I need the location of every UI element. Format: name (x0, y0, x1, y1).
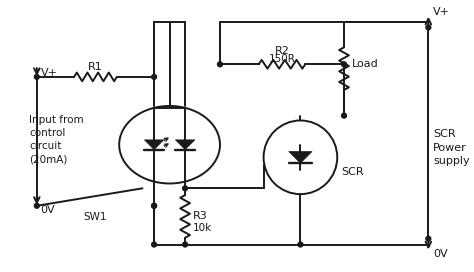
Text: R1: R1 (88, 62, 103, 72)
Text: 0V: 0V (433, 249, 448, 259)
Text: R3: R3 (193, 211, 208, 221)
Circle shape (35, 75, 39, 79)
Circle shape (152, 242, 156, 247)
Text: Input from
control
circuit
(20mA): Input from control circuit (20mA) (29, 115, 84, 165)
Polygon shape (289, 152, 312, 163)
Text: V+: V+ (433, 7, 450, 17)
Text: SCR
Power
supply: SCR Power supply (433, 129, 470, 166)
Text: 150R: 150R (269, 54, 295, 64)
Circle shape (35, 203, 39, 208)
Text: V+: V+ (41, 68, 58, 78)
Circle shape (152, 75, 156, 79)
Circle shape (182, 242, 188, 247)
Circle shape (298, 242, 303, 247)
Text: SCR: SCR (341, 167, 364, 177)
Text: 10k: 10k (193, 223, 212, 233)
Circle shape (426, 236, 431, 241)
Circle shape (152, 203, 156, 208)
Polygon shape (175, 140, 195, 150)
Circle shape (182, 186, 188, 191)
Circle shape (152, 203, 156, 208)
Circle shape (426, 25, 431, 30)
Text: 0V: 0V (41, 205, 55, 215)
Text: SW1: SW1 (84, 212, 107, 222)
Circle shape (342, 113, 346, 118)
Polygon shape (145, 140, 164, 150)
Circle shape (218, 62, 222, 67)
Text: Load: Load (352, 59, 379, 69)
Text: R2: R2 (274, 46, 290, 56)
Circle shape (342, 62, 346, 67)
